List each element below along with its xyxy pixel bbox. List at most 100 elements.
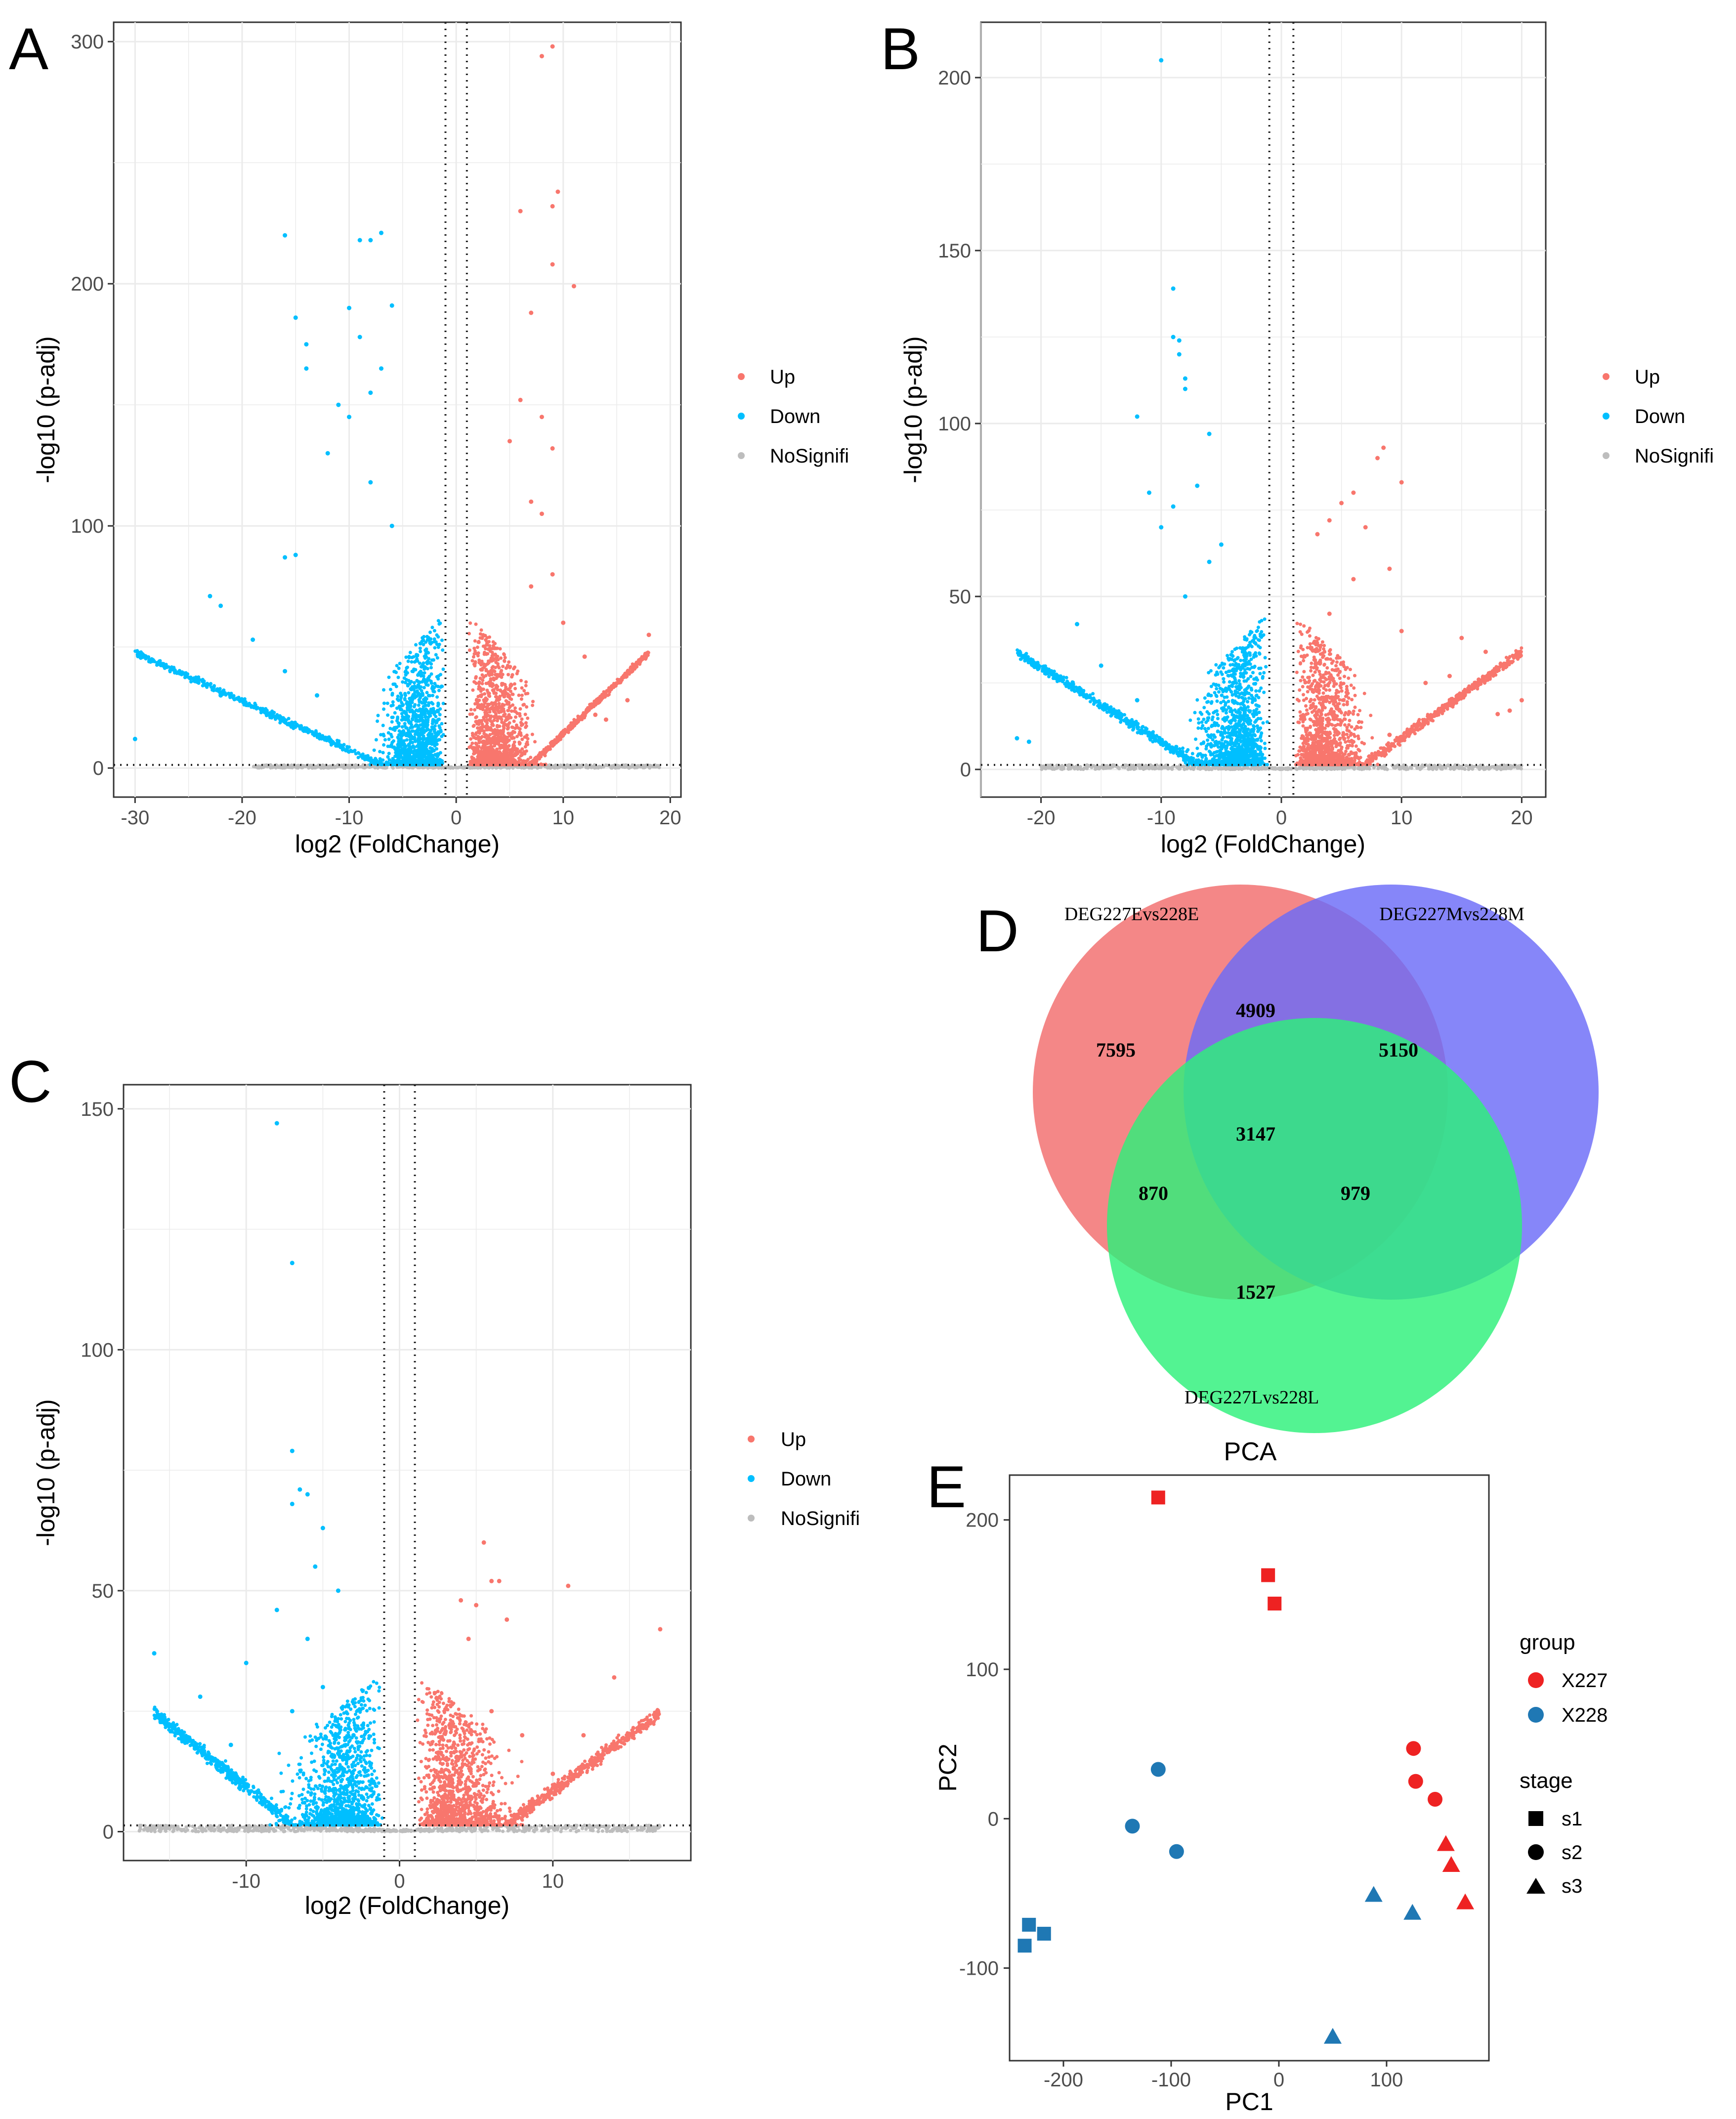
- point-up: [518, 209, 523, 213]
- point-down: [410, 694, 414, 698]
- point-down: [411, 741, 415, 745]
- point-down: [372, 748, 376, 752]
- point-down: [436, 635, 440, 639]
- point-up: [468, 621, 472, 625]
- point-up: [587, 708, 591, 712]
- point-down: [407, 744, 411, 748]
- point-nosignifi: [326, 765, 330, 769]
- point-down: [389, 523, 394, 528]
- point-up: [490, 666, 494, 670]
- point-down: [436, 684, 440, 688]
- point-down: [293, 552, 298, 557]
- point-up: [499, 729, 503, 733]
- point-nosignifi: [1372, 766, 1376, 770]
- point-up: [503, 746, 507, 750]
- point-down: [413, 735, 417, 739]
- point-down: [419, 723, 423, 727]
- point-up: [593, 712, 598, 717]
- point-down: [218, 603, 223, 608]
- point-up: [497, 666, 501, 670]
- point-down: [421, 707, 424, 711]
- point-down: [368, 480, 373, 485]
- point-up: [583, 712, 587, 716]
- point-down: [338, 743, 342, 747]
- point-down: [426, 636, 430, 639]
- point-up: [478, 736, 482, 740]
- point-down: [420, 665, 423, 669]
- point-up: [488, 710, 492, 714]
- point-up: [483, 692, 487, 696]
- point-up: [474, 676, 478, 680]
- point-up: [523, 752, 527, 756]
- point-nosignifi: [441, 765, 445, 769]
- point-down: [403, 670, 407, 674]
- point-down: [293, 315, 298, 320]
- point-up: [539, 415, 544, 420]
- point-up: [553, 738, 557, 742]
- point-up: [625, 675, 629, 678]
- point-down: [411, 755, 415, 759]
- point-down: [416, 720, 420, 723]
- point-up: [520, 737, 524, 741]
- point-up: [625, 698, 630, 703]
- point-down: [438, 738, 442, 742]
- point-nosignifi: [657, 765, 661, 769]
- point-up: [470, 731, 474, 735]
- point-up: [629, 666, 633, 670]
- point-down: [403, 721, 407, 725]
- point-down: [290, 720, 294, 724]
- point-down: [404, 711, 408, 715]
- point-up: [493, 666, 497, 670]
- point-up: [515, 750, 519, 754]
- point-down: [429, 734, 433, 738]
- point-up: [501, 665, 505, 669]
- point-up: [506, 709, 510, 713]
- point-down: [395, 706, 399, 710]
- point-nosignifi: [288, 764, 292, 768]
- point-down: [424, 755, 428, 759]
- point-down: [419, 649, 423, 653]
- point-down: [283, 555, 288, 560]
- legend-marker-down-a: [738, 413, 745, 420]
- point-up: [482, 699, 486, 703]
- point-down: [391, 739, 395, 743]
- point-up: [520, 747, 524, 751]
- point-up: [512, 682, 516, 686]
- point-down: [423, 654, 426, 658]
- point-down: [440, 638, 444, 642]
- legend-marker-nosignifi-a: [738, 452, 745, 459]
- point-down: [379, 762, 383, 766]
- point-nosignifi: [426, 766, 430, 770]
- point-up: [484, 733, 488, 737]
- point-down: [376, 714, 380, 718]
- point-down: [420, 671, 423, 675]
- point-up: [541, 750, 545, 754]
- point-nosignifi: [257, 765, 261, 769]
- point-nosignifi: [586, 766, 590, 770]
- point-down: [279, 718, 283, 721]
- point-nosignifi: [624, 763, 628, 767]
- point-up: [468, 712, 472, 716]
- point-up: [534, 756, 538, 760]
- point-down: [422, 638, 425, 642]
- point-up: [504, 750, 508, 754]
- point-up: [503, 743, 507, 747]
- point-up: [492, 690, 496, 694]
- point-down: [382, 701, 386, 705]
- point-down: [231, 696, 235, 700]
- point-up: [467, 632, 471, 636]
- point-down: [387, 752, 391, 756]
- point-down: [414, 643, 418, 647]
- point-down: [435, 675, 439, 679]
- point-down: [386, 755, 390, 759]
- point-up: [499, 709, 503, 713]
- point-down: [335, 743, 339, 747]
- point-up: [477, 729, 481, 733]
- point-down: [429, 681, 433, 685]
- point-down: [419, 731, 423, 735]
- point-down: [284, 718, 288, 722]
- point-down: [396, 721, 400, 725]
- point-down: [398, 742, 402, 746]
- point-down: [412, 681, 416, 685]
- point-up: [474, 681, 478, 685]
